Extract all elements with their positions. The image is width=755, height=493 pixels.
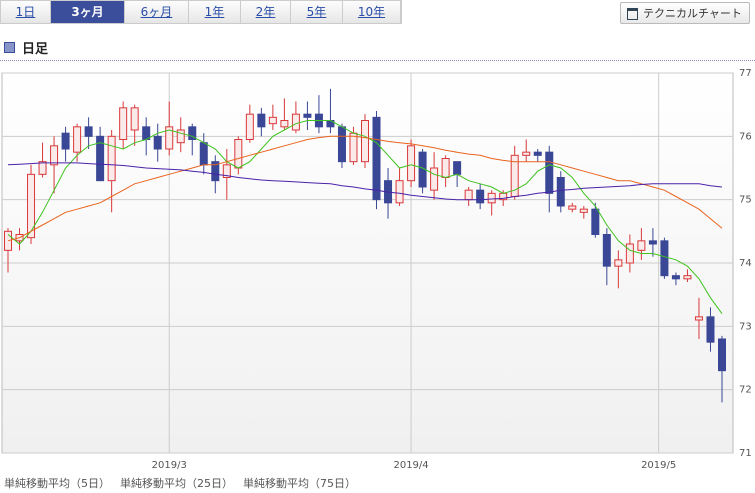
candle-body [522,151,531,156]
candle-body [280,120,289,128]
divider [0,60,755,61]
candle-body [50,145,59,166]
period-tab[interactable]: 6ヶ月 [125,1,189,23]
candle-body [648,240,657,245]
candle-body [556,177,565,207]
candle-body [84,126,93,137]
period-tab[interactable]: 1年 [189,1,241,23]
candle-body [73,126,82,153]
candle-body [706,316,715,343]
x-tick-label: 2019/3 [152,460,187,471]
candle-body [337,126,346,163]
y-tick-label: 73 [739,321,752,332]
candle-body [602,234,611,267]
period-tab[interactable]: 5年 [291,1,343,23]
x-tick-label: 2019/4 [393,460,428,471]
candle-body [579,208,588,213]
candle-body [165,126,174,150]
candle-body [718,338,726,372]
candle-body [96,135,105,182]
y-tick-label: 77 [739,68,752,79]
candle-body [4,230,12,251]
y-tick-label: 76 [739,131,752,142]
candle-body [694,316,703,321]
candle-body [199,142,208,166]
period-tab[interactable]: 3ヶ月 [51,1,125,23]
legend-entry: 単純移動平均（75日） [243,476,356,490]
candle-body [407,145,416,182]
candle-body [683,275,692,280]
candle-body [245,113,254,140]
candle-body [107,135,116,182]
candle-body [637,240,646,251]
moving-average-line [7,120,723,314]
x-tick-label: 2019/5 [641,460,676,471]
candle-body [430,167,439,191]
y-tick-label: 75 [739,195,752,206]
technical-chart-button[interactable]: テクニカルチャート [620,2,750,24]
candle-body [591,208,600,236]
candle-body [487,192,496,204]
candle-body [27,173,36,239]
y-tick-label: 74 [739,258,752,269]
candle-body [671,275,680,280]
candle-body [660,240,669,277]
candle-body [441,158,450,178]
candle-body [268,116,277,125]
candle-body [188,126,197,141]
legend-entry: 単純移動平均（5日） [4,476,110,490]
candle-body [614,259,623,267]
period-tab[interactable]: 1日 [1,1,51,23]
candle-body [625,243,634,264]
candle-body [153,135,162,150]
candle-body [119,107,128,141]
candle-body [568,205,577,210]
period-tabs: 1日 3ヶ月 6ヶ月 1年 2年 5年 10年 [0,0,402,24]
y-tick-label: 72 [739,385,752,396]
candle-body [291,113,300,131]
candle-body [176,129,185,144]
legend-entry: 単純移動平均（25日） [120,476,233,490]
y-tick-label: 71 [739,448,752,459]
candle-body [533,151,542,156]
candle-body [222,164,231,178]
period-tab[interactable]: 2年 [241,1,291,23]
candle-body [38,161,47,175]
candle-body [476,189,485,204]
section-title: 日足 [4,38,48,57]
candle-body [234,139,243,169]
candle-body [257,113,266,128]
candle-body [372,116,381,201]
candle-body [303,113,312,118]
candle-body [349,132,358,163]
candle-body [211,161,220,182]
candle-body [464,189,473,201]
candle-body [395,180,404,204]
moving-average-line [7,135,723,242]
candle-body [130,107,139,131]
candle-body [545,151,554,194]
period-tab[interactable]: 10年 [343,1,401,23]
moving-average-line [7,162,723,201]
candle-body [453,161,462,175]
candle-body [361,120,369,163]
candle-body [61,132,70,150]
